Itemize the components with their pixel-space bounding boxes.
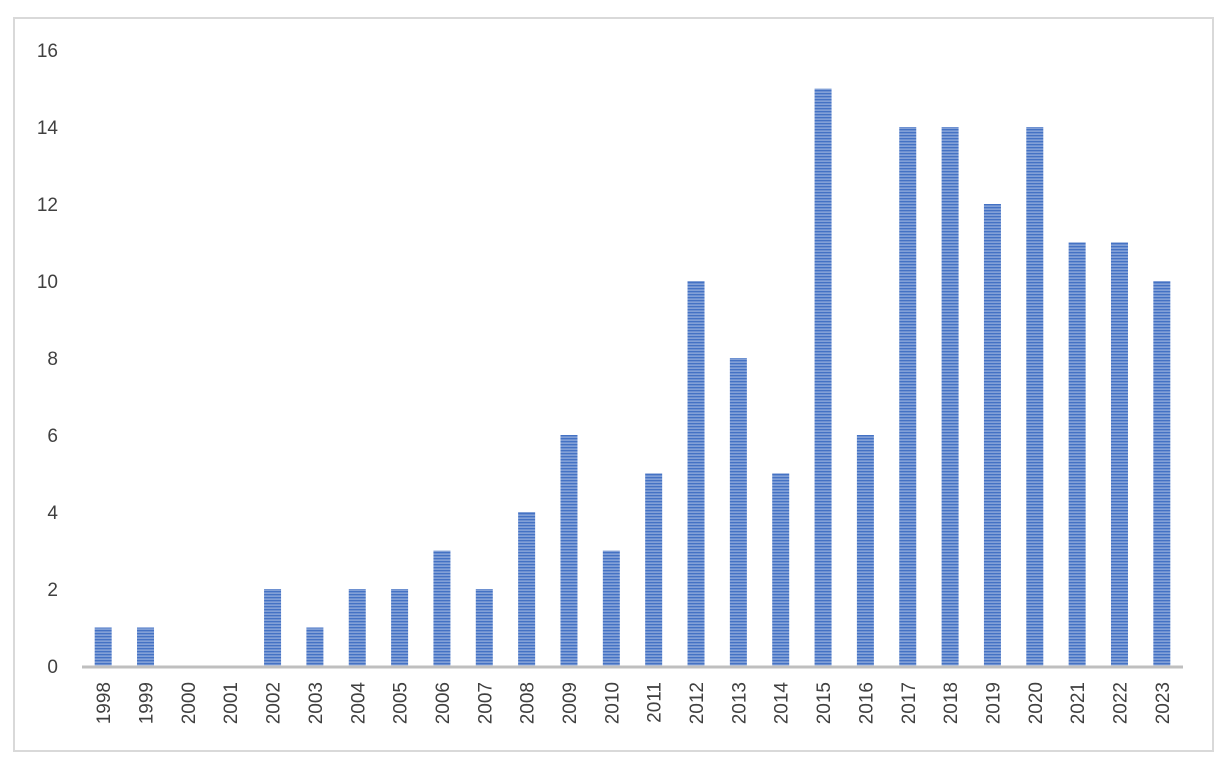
x-tick-label: 2016 <box>856 682 877 724</box>
bar-2015 <box>814 88 832 666</box>
bar-2008 <box>518 512 536 666</box>
y-tick-label: 6 <box>47 426 58 447</box>
y-tick-label: 12 <box>37 195 58 216</box>
x-tick-label: 2007 <box>475 682 496 724</box>
y-tick-label: 8 <box>47 349 58 370</box>
x-tick-label: 2005 <box>391 682 412 724</box>
x-tick-label: 2015 <box>814 682 835 724</box>
bars-group <box>94 88 1171 666</box>
x-tick-label: 2020 <box>1026 682 1047 724</box>
x-tick-label: 2014 <box>772 682 793 725</box>
x-tick-label: 2019 <box>983 682 1004 724</box>
x-tick-label: 2008 <box>518 682 539 724</box>
y-axis-tick-labels: 0 2 4 6 8 10 12 14 16 <box>37 41 59 678</box>
x-tick-label: 2006 <box>433 682 454 724</box>
bar-2002 <box>264 589 282 666</box>
bar-2016 <box>856 435 874 666</box>
x-tick-label: 2023 <box>1153 682 1174 724</box>
bar-2004 <box>348 589 366 666</box>
x-tick-label: 2000 <box>179 682 200 724</box>
x-tick-label: 2012 <box>687 682 708 724</box>
bar-2012 <box>687 281 705 666</box>
x-tick-label: 2017 <box>899 682 920 724</box>
bar-2007 <box>475 589 493 666</box>
bar-2018 <box>941 127 959 666</box>
x-tick-label: 2013 <box>729 682 750 724</box>
bar-2023 <box>1153 281 1171 666</box>
x-tick-label: 2011 <box>645 682 666 723</box>
bar-2003 <box>306 627 324 666</box>
x-tick-label: 1999 <box>137 682 158 724</box>
y-tick-label: 2 <box>47 580 58 601</box>
y-tick-label: 4 <box>47 503 58 524</box>
x-tick-label: 1998 <box>94 682 115 724</box>
bar-2020 <box>1026 127 1044 666</box>
y-tick-label: 16 <box>37 41 58 62</box>
bar-2014 <box>772 473 790 666</box>
x-tick-label: 2004 <box>348 682 369 725</box>
x-tick-label: 2022 <box>1110 682 1131 724</box>
bar-2013 <box>729 358 747 666</box>
y-tick-label: 14 <box>37 118 59 139</box>
x-tick-label: 2009 <box>560 682 581 724</box>
bar-2010 <box>602 550 620 666</box>
bar-2006 <box>433 550 451 666</box>
bar-2011 <box>645 473 663 666</box>
y-tick-label: 10 <box>37 272 58 293</box>
bar-2005 <box>391 589 409 666</box>
bar-1999 <box>137 627 155 666</box>
x-tick-label: 2003 <box>306 682 327 724</box>
x-tick-label: 2018 <box>941 682 962 724</box>
x-tick-label: 2010 <box>602 682 623 724</box>
y-tick-label: 0 <box>47 657 58 678</box>
bar-2009 <box>560 435 578 666</box>
x-tick-label: 2021 <box>1068 682 1089 724</box>
bar-2017 <box>899 127 917 666</box>
x-axis-tick-labels: 1998 1999 2000 2001 2002 2003 2004 2005 2006 2007… <box>94 682 1174 725</box>
x-tick-label: 2001 <box>221 682 242 724</box>
bar-2022 <box>1110 242 1128 666</box>
bar-2019 <box>983 204 1001 666</box>
x-tick-label: 2002 <box>264 682 285 724</box>
bar-2021 <box>1068 242 1086 666</box>
bar-1998 <box>94 627 112 666</box>
